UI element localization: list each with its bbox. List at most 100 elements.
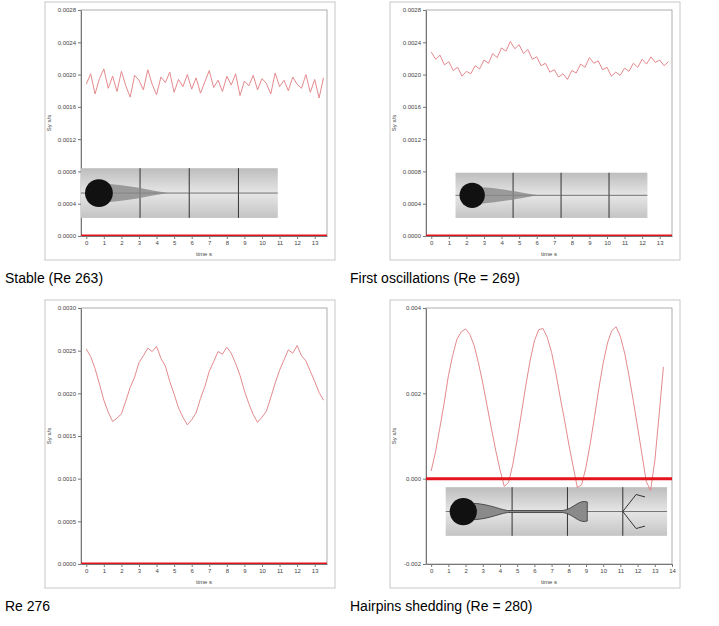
x-axis: 012345678910111213 bbox=[427, 236, 673, 246]
tick-mark bbox=[466, 564, 467, 567]
tick-label: 0.0028 bbox=[403, 7, 422, 13]
tick-label: 6 bbox=[191, 240, 195, 246]
tick: 0.004 bbox=[406, 305, 426, 311]
tick-label: 1 bbox=[447, 568, 451, 574]
inset-photo bbox=[81, 168, 278, 218]
tick: 9 bbox=[585, 564, 589, 574]
tick-label: 7 bbox=[208, 568, 212, 574]
tick: 3 bbox=[138, 236, 142, 246]
tick-mark bbox=[280, 236, 281, 239]
plot-frame bbox=[426, 308, 672, 564]
tick-mark bbox=[423, 479, 426, 480]
tick-mark bbox=[174, 564, 175, 567]
tick-mark bbox=[655, 564, 656, 567]
tick-label: 0.0025 bbox=[58, 348, 77, 354]
tick: 0.0028 bbox=[58, 7, 81, 13]
tick: 0.0025 bbox=[58, 348, 81, 354]
tick-label: 8 bbox=[571, 240, 575, 246]
x-axis: 012345678910111213 bbox=[82, 564, 328, 574]
reference-line bbox=[81, 235, 327, 237]
tick-mark bbox=[174, 236, 175, 239]
panel-frame bbox=[390, 300, 680, 588]
tick-label: 6 bbox=[536, 240, 540, 246]
tick: 0 bbox=[430, 564, 434, 574]
tick-label: 7 bbox=[208, 240, 212, 246]
tick-label: 13 bbox=[312, 568, 319, 574]
tick-mark bbox=[603, 564, 604, 567]
panel-frame bbox=[45, 2, 335, 260]
tick-mark bbox=[262, 236, 263, 239]
tick: 0.0015 bbox=[58, 433, 81, 439]
tick-label: 14 bbox=[669, 568, 676, 574]
tick-label: 2 bbox=[464, 568, 468, 574]
tick: 0.0030 bbox=[58, 305, 81, 311]
reference-line bbox=[81, 563, 327, 565]
tick: 0.0000 bbox=[58, 233, 81, 239]
axis-line bbox=[427, 564, 673, 565]
tick-mark bbox=[423, 75, 426, 76]
tick-label: 9 bbox=[585, 568, 589, 574]
tick-mark bbox=[660, 236, 661, 239]
tick-label: 5 bbox=[173, 240, 177, 246]
tick-mark bbox=[78, 107, 81, 108]
tick: 0 bbox=[85, 236, 89, 246]
tick: 0.0016 bbox=[58, 104, 81, 110]
tick-label: 0.0020 bbox=[58, 391, 77, 397]
tick-label: 5 bbox=[516, 568, 520, 574]
tick-mark bbox=[552, 564, 553, 567]
tick: 11 bbox=[618, 564, 625, 574]
tick: 5 bbox=[173, 564, 177, 574]
tick: 4 bbox=[500, 236, 504, 246]
tick-label: 10 bbox=[600, 568, 607, 574]
tick-mark bbox=[431, 236, 432, 239]
tick-label: 8 bbox=[226, 240, 230, 246]
tick-mark bbox=[78, 564, 81, 565]
tick-mark bbox=[423, 171, 426, 172]
tick-mark bbox=[423, 308, 426, 309]
tick: 6 bbox=[533, 564, 537, 574]
tick-label: 4 bbox=[499, 568, 503, 574]
tick: 9 bbox=[243, 564, 247, 574]
tick-label: 4 bbox=[155, 568, 159, 574]
tick-label: 3 bbox=[138, 240, 142, 246]
tick-label: 8 bbox=[568, 568, 572, 574]
tick: 12 bbox=[639, 236, 646, 246]
tick: 11 bbox=[277, 236, 284, 246]
tick-mark bbox=[625, 236, 626, 239]
signal-line bbox=[86, 346, 323, 425]
inset-sphere bbox=[460, 183, 485, 208]
tick-mark bbox=[227, 564, 228, 567]
tick-label: 6 bbox=[533, 568, 537, 574]
x-axis: 012345678910111213 bbox=[82, 236, 328, 246]
tick-label: 3 bbox=[482, 568, 486, 574]
tick-mark bbox=[423, 236, 426, 237]
tick: 7 bbox=[208, 236, 212, 246]
tick: 9 bbox=[588, 236, 592, 246]
tick: 12 bbox=[294, 564, 301, 574]
tick-label: 1 bbox=[103, 240, 107, 246]
tick-label: 13 bbox=[312, 240, 319, 246]
tick-mark bbox=[572, 236, 573, 239]
plot: 0123456789101112130.00000.00040.00080.00… bbox=[391, 7, 673, 257]
tick: 11 bbox=[277, 564, 284, 574]
tick: 5 bbox=[516, 564, 520, 574]
tick-mark bbox=[139, 564, 140, 567]
tick-mark bbox=[672, 564, 673, 567]
tick-label: 12 bbox=[294, 240, 301, 246]
tick-mark bbox=[78, 42, 81, 43]
tick-mark bbox=[244, 564, 245, 567]
tick-label: 1 bbox=[103, 568, 107, 574]
tick-mark bbox=[86, 564, 87, 567]
panel: 0123456789101112130.00000.00040.00080.00… bbox=[390, 2, 680, 260]
plot-frame bbox=[81, 308, 327, 564]
axis-line bbox=[82, 236, 328, 237]
tick: 3 bbox=[482, 564, 486, 574]
tick: 6 bbox=[191, 564, 195, 574]
tick-label: 3 bbox=[138, 568, 142, 574]
tick: 6 bbox=[536, 236, 540, 246]
tick: 12 bbox=[294, 236, 301, 246]
y-axis: 0.00000.00040.00080.00120.00160.00200.00… bbox=[58, 7, 82, 239]
tick: 13 bbox=[657, 236, 664, 246]
inset-sphere bbox=[450, 498, 477, 525]
tick-mark bbox=[423, 107, 426, 108]
